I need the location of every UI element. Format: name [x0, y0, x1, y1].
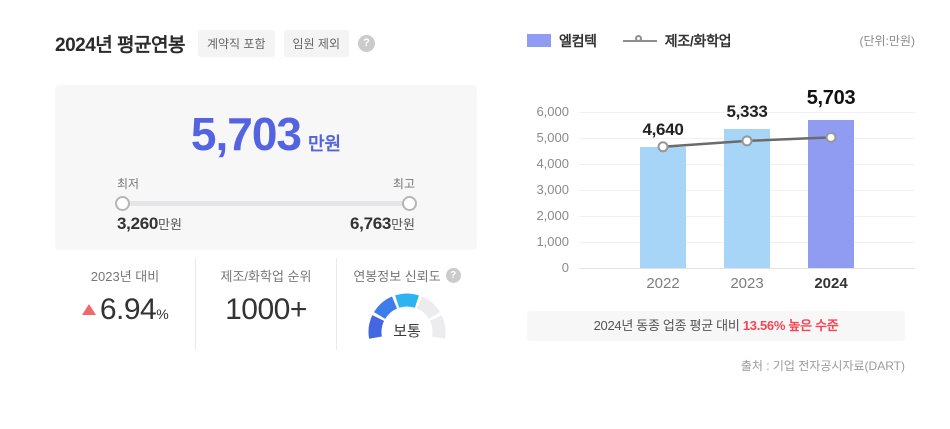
question-icon[interactable]: ?	[445, 268, 461, 283]
chart: 0 1,000 2,000 3,000 4,000 5,000 6,000 4,640 5,33…	[536, 87, 915, 296]
bar-swatch-icon	[527, 34, 551, 47]
gauge-arc	[368, 293, 446, 339]
salary-chart-section: 엘컴텍 제조/화학업 (단위:만원) 0 1,000 2,000 3,000 4,000…	[527, 33, 915, 374]
y-axis-tick: 1,000	[536, 234, 569, 249]
up-triangle-icon	[81, 304, 96, 315]
x-axis-label-2023: 2023	[730, 275, 764, 292]
stat-reliability-label: 연봉정보 신뢰도 ?	[353, 266, 461, 285]
legend-company-label: 엘컴텍	[559, 32, 597, 49]
stat-reliability: 연봉정보 신뢰도 ? 보통	[336, 258, 477, 350]
badge-contract-included: 계약직 포함	[197, 29, 275, 57]
gauge-segment-empty	[416, 296, 440, 320]
comparison-note: 2024년 동종 업종 평균 대비 13.56% 높은 수준	[527, 311, 905, 341]
source-text: 출처 : 기업 전자공시자료(DART)	[740, 359, 905, 373]
salary-range-slider: 최저 최고 3,260만원 6,763만원	[55, 175, 477, 234]
stat-yoy-change: 2023년 대비 6.94%	[55, 258, 195, 350]
legend-item-company[interactable]: 엘컴텍	[527, 31, 597, 51]
stat-yoy-label: 2023년 대비	[90, 269, 160, 284]
x-axis-label-2022: 2022	[646, 275, 680, 292]
range-values: 3,260만원 6,763만원	[117, 214, 415, 234]
line-marker	[741, 135, 753, 147]
badge-executives-excluded: 임원 제외	[283, 29, 349, 57]
note-highlight: 13.56% 높은 수준	[742, 318, 839, 333]
chart-legend: 엘컴텍 제조/화학업 (단위:만원)	[527, 31, 916, 51]
salary-unit: 만원	[308, 134, 342, 154]
stat-yoy-value: 6.94%	[55, 293, 195, 327]
bar-value-label: 4,640	[642, 120, 684, 140]
salary-card: 5,703 만원 최저 최고 3,260만원 6,763만원	[55, 85, 477, 250]
average-salary-section: 2024년 평균연봉 계약직 포함 임원 제외 ? 5,703 만원 최저 최고 …	[55, 29, 477, 350]
salary-value: 5,703	[190, 108, 302, 160]
y-axis-tick: 2,000	[536, 208, 569, 223]
slider-handle-min[interactable]	[115, 196, 130, 211]
stat-rank-label: 제조/화학업 순위	[220, 269, 312, 284]
salary-value-row: 5,703 만원	[55, 107, 477, 161]
gauge-segment-filled	[368, 315, 385, 339]
y-axis-tick: 5,000	[536, 130, 569, 145]
bar-value-label: 5,703	[806, 86, 856, 109]
range-labels: 최저 최고	[117, 175, 415, 192]
bar-2024	[808, 119, 854, 268]
range-max-label: 최고	[392, 177, 415, 191]
note-text: 2024년 동종 업종 평균 대비	[593, 318, 743, 333]
header-row: 2024년 평균연봉 계약직 포함 임원 제외 ?	[55, 29, 477, 57]
bar-2023	[724, 129, 770, 268]
legend-industry-label: 제조/화학업	[664, 32, 732, 49]
range-max-value: 6,763만원	[350, 214, 415, 233]
gridline	[579, 268, 915, 269]
y-axis-tick: 4,000	[536, 156, 569, 171]
stat-industry-rank: 제조/화학업 순위 1000+	[195, 258, 336, 350]
stats-row: 2023년 대비 6.94% 제조/화학업 순위 1000+ 연봉정보 신뢰도 …	[55, 258, 477, 350]
reliability-gauge: 보통	[364, 290, 450, 346]
stat-rank-value: 1000+	[225, 293, 307, 326]
y-axis-tick: 0	[561, 260, 569, 275]
slider-track[interactable]	[115, 196, 417, 211]
y-axis-tick: 6,000	[536, 104, 569, 119]
bar-2022	[640, 147, 686, 268]
page-title: 2024년 평균연봉	[55, 34, 185, 56]
line-marker	[657, 141, 669, 153]
bar-value-label: 5,333	[726, 102, 768, 122]
gridline	[579, 112, 915, 113]
plot-area: 0 1,000 2,000 3,000 4,000 5,000 6,000 4,640 5,33…	[536, 87, 915, 275]
gauge-segment-empty	[429, 315, 446, 339]
range-min-label: 최저	[117, 177, 140, 191]
industry-line-series	[657, 131, 837, 153]
x-axis: 2022 2023 2024	[579, 268, 915, 296]
range-min-value: 3,260만원	[117, 214, 182, 233]
slider-handle-max[interactable]	[402, 196, 417, 211]
x-axis-label-2024: 2024	[814, 275, 848, 292]
line-marker	[825, 131, 837, 143]
question-icon[interactable]: ?	[358, 34, 375, 52]
y-axis-tick: 3,000	[536, 182, 569, 197]
gauge-label: 보통	[393, 323, 421, 340]
line-marker-icon	[622, 34, 657, 47]
legend-item-industry[interactable]: 제조/화학업	[622, 31, 732, 51]
unit-note: (단위:만원)	[859, 34, 916, 48]
gauge-segment-filled	[395, 293, 419, 308]
gauge-segment-filled	[374, 296, 398, 320]
